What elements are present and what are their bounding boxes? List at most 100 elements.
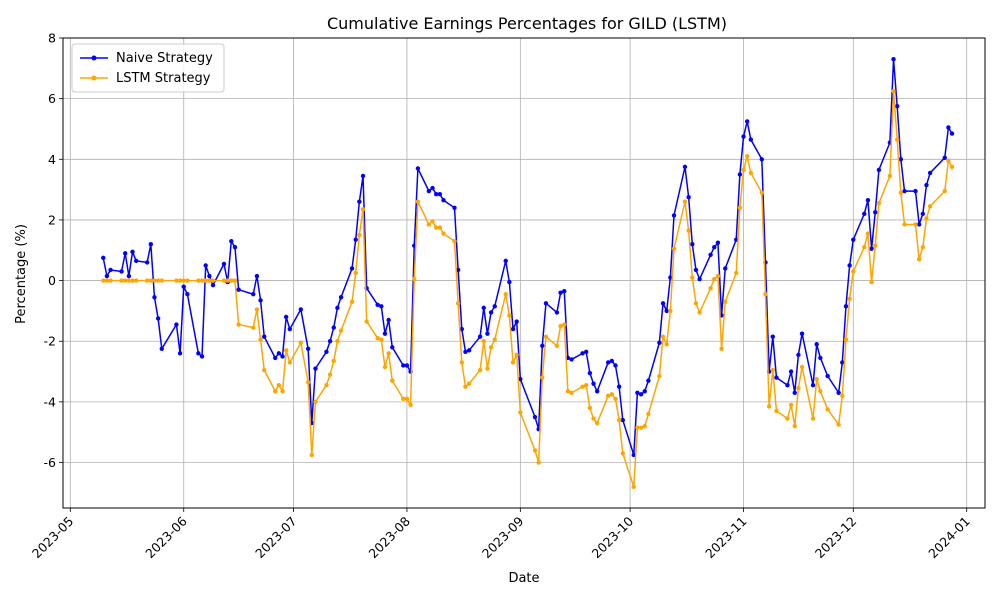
data-point <box>668 275 673 280</box>
data-point <box>441 231 446 236</box>
data-point <box>262 334 267 339</box>
data-point <box>404 363 410 368</box>
data-point <box>799 331 805 336</box>
data-point <box>913 188 918 194</box>
data-point <box>920 245 925 250</box>
data-point <box>104 278 110 283</box>
data-point <box>836 390 841 395</box>
data-point <box>108 278 113 283</box>
data-point <box>540 343 545 348</box>
data-point <box>123 251 128 256</box>
data-point <box>902 188 907 194</box>
y-tick-label: 6 <box>48 91 56 106</box>
data-point <box>452 205 457 211</box>
data-point <box>159 346 164 352</box>
legend-naive-label: Naive Strategy <box>116 51 213 66</box>
x-axis-label: Date <box>508 571 539 586</box>
data-point <box>693 301 699 306</box>
data-point <box>785 416 790 421</box>
data-point <box>503 292 508 297</box>
data-point <box>477 334 483 339</box>
data-point <box>130 249 135 254</box>
data-point <box>433 225 439 230</box>
data-point <box>869 279 874 285</box>
data-point <box>177 278 183 283</box>
data-point <box>836 422 841 427</box>
data-point <box>364 319 369 324</box>
data-point <box>865 231 871 236</box>
data-point <box>646 378 651 383</box>
data-point <box>360 207 366 212</box>
data-point <box>594 389 600 394</box>
data-point <box>379 304 384 309</box>
data-point <box>280 354 285 359</box>
data-point <box>708 252 713 258</box>
data-point <box>825 373 830 379</box>
data-point <box>723 266 728 271</box>
data-point <box>459 360 464 365</box>
data-point <box>631 484 636 489</box>
data-point <box>558 290 563 295</box>
data-point <box>894 104 900 109</box>
legend-lstm-marker <box>91 75 97 81</box>
data-point <box>386 317 391 323</box>
data-point <box>236 287 241 292</box>
data-point <box>788 369 794 374</box>
data-point <box>386 351 391 356</box>
data-point <box>913 222 918 227</box>
data-point <box>313 366 318 371</box>
data-point <box>518 410 523 415</box>
data-point <box>774 375 779 380</box>
data-point <box>891 57 896 62</box>
data-point <box>174 322 179 327</box>
data-point <box>181 278 186 283</box>
data-point <box>715 273 721 279</box>
data-point <box>810 416 816 421</box>
data-point <box>258 298 263 303</box>
data-point <box>605 360 611 365</box>
y-tick-label: -6 <box>44 455 57 470</box>
series-1 <box>101 88 955 489</box>
data-point <box>712 245 717 250</box>
data-point <box>763 292 768 297</box>
data-point <box>203 263 208 268</box>
data-point <box>305 346 311 352</box>
data-point <box>430 185 435 191</box>
data-point <box>668 308 673 314</box>
data-point <box>221 261 227 267</box>
data-point <box>664 308 669 314</box>
data-point <box>635 425 640 430</box>
data-point <box>686 194 691 200</box>
y-axis-label: Percentage (%) <box>14 224 29 324</box>
data-point <box>898 190 904 195</box>
data-point <box>225 278 230 283</box>
data-point <box>814 342 819 347</box>
data-point <box>810 382 816 388</box>
data-point <box>876 201 882 206</box>
data-point <box>196 278 201 283</box>
data-point <box>631 452 636 458</box>
data-point <box>452 238 457 244</box>
data-point <box>569 390 574 395</box>
data-point <box>174 278 179 283</box>
data-point <box>108 267 113 273</box>
data-point <box>324 382 329 388</box>
data-point <box>591 416 596 421</box>
data-point <box>232 245 238 250</box>
data-point <box>686 228 691 233</box>
data-point <box>876 167 882 173</box>
data-point <box>715 240 721 245</box>
data-point <box>415 166 421 171</box>
data-point <box>638 392 644 397</box>
data-point <box>562 322 567 327</box>
data-point <box>620 417 625 423</box>
data-point <box>584 349 589 355</box>
data-point <box>229 238 234 244</box>
data-point <box>433 191 439 197</box>
data-point <box>580 351 585 356</box>
data-point <box>891 88 896 94</box>
data-point <box>759 157 765 162</box>
data-point <box>210 278 216 283</box>
data-point <box>613 396 618 402</box>
